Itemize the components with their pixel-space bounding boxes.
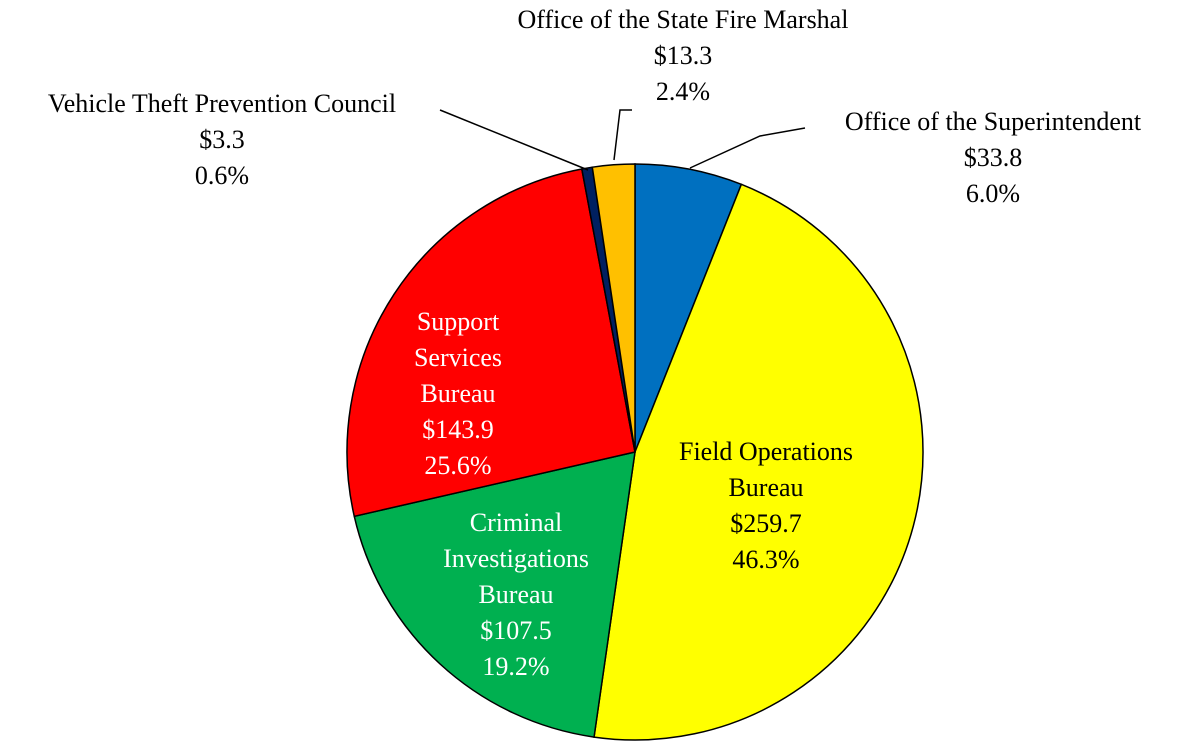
slice-label: Field Operations Bureau $259.7 46.3%	[646, 434, 886, 578]
leader-line	[439, 109, 589, 171]
percentage-label: 2.4%	[655, 77, 711, 106]
leader-line	[613, 109, 632, 161]
pie	[346, 163, 924, 741]
category-label: Criminal Investigations Bureau	[443, 508, 589, 609]
percentage-label: 25.6%	[424, 451, 492, 480]
category-label: Office of the Superintendent	[844, 107, 1142, 136]
category-label: Support Services Bureau	[413, 307, 503, 408]
percentage-label: 6.0%	[965, 179, 1021, 208]
value-label: $33.8	[963, 143, 1023, 172]
category-label: Field Operations Bureau	[678, 437, 854, 502]
slice-label: Vehicle Theft Prevention Council $3.3 0.6%	[0, 86, 452, 194]
pie-slice	[353, 451, 636, 738]
percentage-label: 0.6%	[194, 161, 250, 190]
slice-label: Criminal Investigations Bureau $107.5 19.2…	[429, 505, 604, 685]
leader-line	[689, 127, 806, 169]
category-label: Vehicle Theft Prevention Council	[47, 89, 397, 118]
value-label: $259.7	[730, 509, 802, 538]
category-label: Office of the State Fire Marshal	[517, 5, 849, 34]
percentage-label: 19.2%	[482, 652, 550, 681]
value-label: $13.3	[653, 41, 713, 70]
value-label: $107.5	[480, 616, 552, 645]
value-label: $143.9	[422, 415, 494, 444]
slice-label: Support Services Bureau $143.9 25.6%	[383, 304, 533, 484]
percentage-label: 46.3%	[732, 545, 800, 574]
value-label: $3.3	[199, 125, 245, 154]
slice-label: Office of the Superintendent $33.8 6.0%	[793, 104, 1186, 212]
pie-slice	[591, 163, 636, 453]
slice-label: Office of the State Fire Marshal $13.3 2.4…	[473, 2, 893, 110]
pie-slice	[346, 168, 636, 518]
pie-slice	[593, 183, 924, 741]
